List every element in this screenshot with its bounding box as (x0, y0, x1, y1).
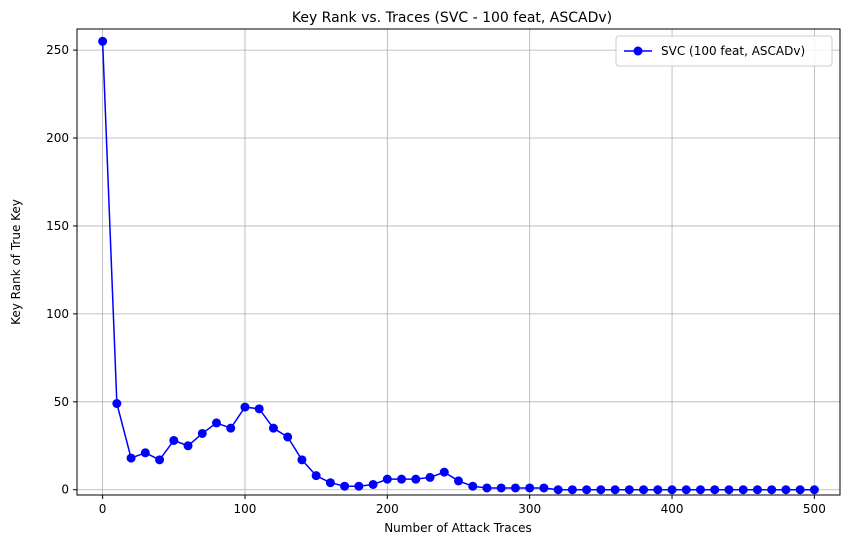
data-point (226, 423, 236, 433)
data-point (610, 485, 620, 495)
x-tick-label: 500 (803, 502, 826, 516)
data-point (724, 485, 734, 495)
data-point (140, 448, 150, 458)
data-point (809, 485, 819, 495)
data-point (539, 483, 549, 493)
x-axis: 0 100 200 300 400 500 (99, 495, 826, 516)
x-tick-label: 400 (661, 502, 684, 516)
y-axis: 0 50 100 150 200 250 (46, 43, 77, 497)
series-line (101, 41, 815, 491)
data-point (155, 455, 165, 465)
data-point (567, 485, 577, 495)
data-point (795, 485, 805, 495)
data-point (482, 483, 492, 493)
data-point (425, 472, 435, 482)
data-point (368, 479, 378, 489)
data-point (268, 423, 278, 433)
series-layer (98, 36, 819, 495)
data-point (397, 474, 407, 484)
legend-label: SVC (100 feat, ASCADv) (661, 44, 805, 58)
data-point (183, 441, 193, 451)
data-point (681, 485, 691, 495)
x-tick-label: 300 (518, 502, 541, 516)
data-point (311, 471, 321, 481)
data-point (212, 418, 222, 428)
data-point (596, 485, 606, 495)
data-point (752, 485, 762, 495)
legend: SVC (100 feat, ASCADv) (615, 35, 833, 67)
data-point (738, 485, 748, 495)
legend-marker (633, 46, 643, 56)
data-point (553, 485, 563, 495)
data-point (510, 483, 520, 493)
data-point (98, 36, 108, 46)
data-point (340, 481, 350, 491)
data-point (468, 481, 478, 491)
data-point (667, 485, 677, 495)
data-point (297, 455, 307, 465)
data-point (112, 399, 122, 409)
y-tick-label: 50 (54, 395, 69, 409)
data-point (382, 474, 392, 484)
data-point (197, 428, 207, 438)
data-point (169, 435, 179, 445)
data-point (439, 467, 449, 477)
data-point (525, 483, 535, 493)
x-tick-label: 0 (99, 502, 107, 516)
grid (77, 29, 840, 495)
data-point (354, 481, 364, 491)
data-point (639, 485, 649, 495)
data-point (254, 404, 264, 414)
data-point (496, 483, 506, 493)
x-axis-label: Number of Attack Traces (384, 521, 532, 535)
data-point (710, 485, 720, 495)
y-tick-label: 250 (46, 43, 69, 57)
y-tick-label: 0 (61, 483, 69, 497)
y-tick-label: 150 (46, 219, 69, 233)
data-point (767, 485, 777, 495)
data-point (582, 485, 592, 495)
data-point (624, 485, 634, 495)
chart-title: Key Rank vs. Traces (SVC - 100 feat, ASC… (292, 10, 612, 26)
y-tick-label: 100 (46, 307, 69, 321)
y-tick-label: 200 (46, 131, 69, 145)
data-point (325, 478, 335, 488)
data-point (240, 402, 250, 412)
data-point (454, 476, 463, 486)
data-point (695, 485, 705, 495)
y-axis-label: Key Rank of True Key (9, 199, 23, 325)
plot-frame (76, 28, 841, 496)
x-tick-label: 200 (376, 502, 399, 516)
legend-box (615, 35, 833, 67)
data-point (283, 432, 293, 442)
data-point (411, 474, 421, 484)
x-tick-label: 100 (234, 502, 257, 516)
data-point (781, 485, 791, 495)
data-point (126, 453, 136, 463)
data-point (653, 485, 663, 495)
